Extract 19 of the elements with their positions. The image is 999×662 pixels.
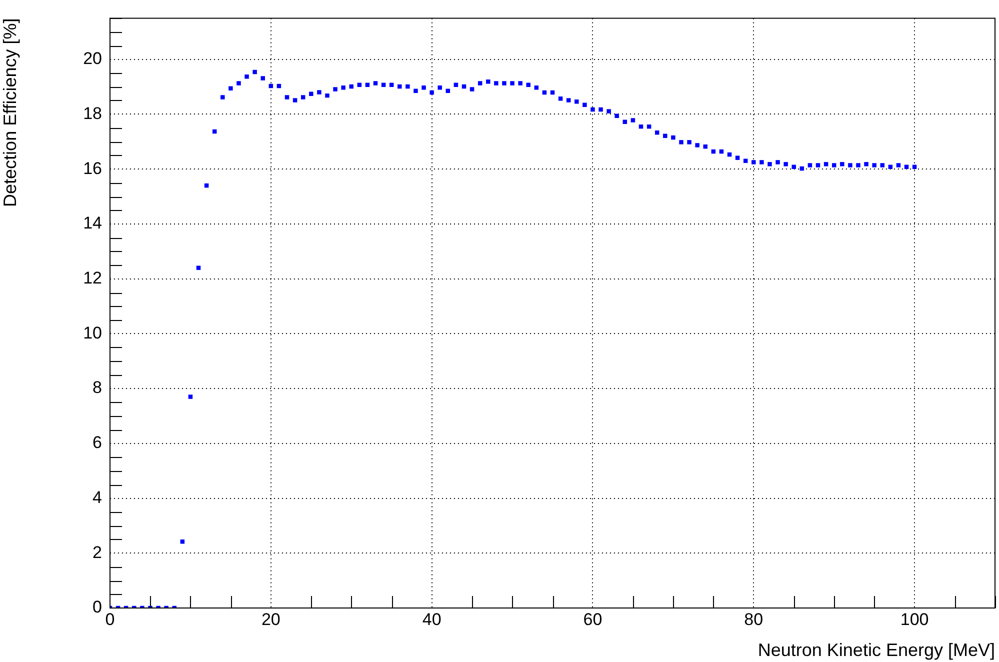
x-tick-label: 0 xyxy=(105,610,115,629)
y-tick-label: 2 xyxy=(92,542,102,562)
y-tick-label: 12 xyxy=(83,268,102,288)
x-axis-title: Neutron Kinetic Energy [MeV] xyxy=(758,640,995,660)
y-tick-label: 20 xyxy=(83,49,102,68)
x-tick-label: 20 xyxy=(261,610,280,629)
y-tick-label: 14 xyxy=(83,214,102,233)
y-tick-label: 18 xyxy=(83,104,102,123)
y-tick-label: 10 xyxy=(83,323,102,342)
y-tick-label: 16 xyxy=(83,158,102,178)
x-tick-label: 80 xyxy=(744,610,764,629)
x-tick-label: 60 xyxy=(583,610,602,629)
y-tick-label: 6 xyxy=(92,433,102,452)
y-tick-label: 4 xyxy=(92,488,102,507)
x-tick-label: 100 xyxy=(900,610,929,629)
y-axis-title: Detection Efficiency [%] xyxy=(0,18,20,207)
x-tick-label: 40 xyxy=(422,610,442,629)
y-tick-label: 0 xyxy=(92,598,102,617)
y-tick-label: 8 xyxy=(92,378,102,398)
